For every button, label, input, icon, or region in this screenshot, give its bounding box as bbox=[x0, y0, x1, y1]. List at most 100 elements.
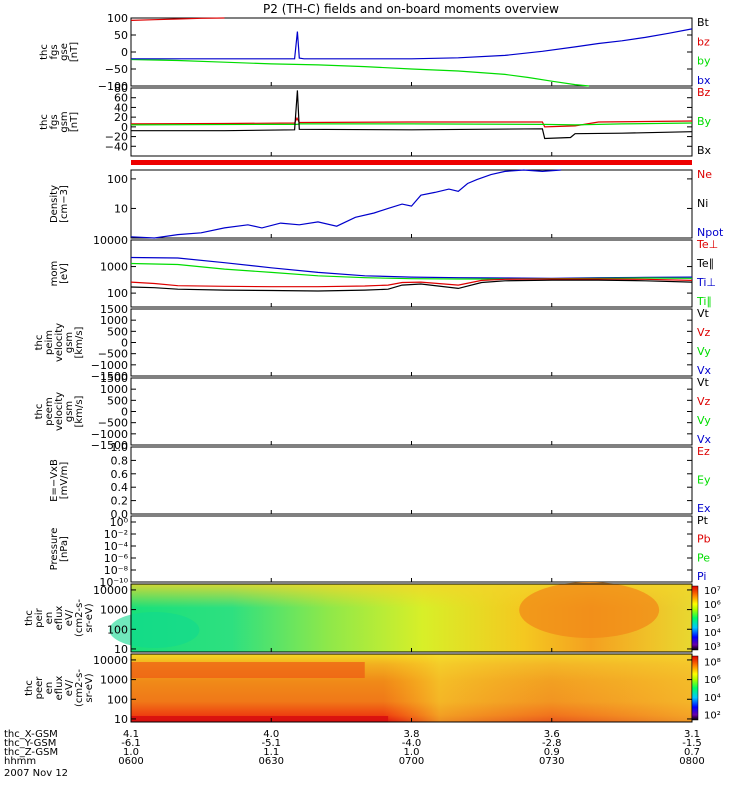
y-tick-label: 10⁻¹⁰ bbox=[99, 576, 128, 589]
bottom-axis-value: 1.0 bbox=[123, 747, 139, 758]
legend-entry: Vt bbox=[697, 376, 710, 389]
y-axis-label: gsm bbox=[59, 111, 70, 132]
colorbar-tick-label: 10⁴ bbox=[704, 693, 721, 704]
y-tick-label: −100 bbox=[98, 80, 128, 93]
panel-frame bbox=[130, 308, 693, 377]
y-tick-label: 10⁻⁴ bbox=[104, 540, 129, 553]
y-axis-label: [nT] bbox=[69, 112, 80, 132]
y-axis-label: [nT] bbox=[69, 42, 80, 62]
colorbar-tick-label: 10⁶ bbox=[704, 675, 721, 686]
panel-peir-eflux: 10000 1000 100 10 thc peir en eflux eV/(cm2-s-sr… bbox=[24, 582, 721, 656]
y-axis-label: [eV] bbox=[59, 263, 70, 284]
y-axis-label: fgs bbox=[49, 44, 60, 59]
bottom-axis-value: -1.5 bbox=[682, 738, 702, 749]
y-tick-label: 10 bbox=[114, 643, 128, 656]
colorbar-tick-label: 10³ bbox=[704, 642, 721, 653]
y-axis-label: gsm bbox=[64, 332, 75, 353]
series-by bbox=[130, 58, 590, 87]
y-axis-label: eflux bbox=[54, 676, 65, 701]
y-axis-label: peim bbox=[44, 330, 55, 355]
legend-entry: Bx bbox=[697, 144, 712, 157]
y-axis-label: E=−VxB bbox=[49, 459, 60, 502]
y-axis-label: Density bbox=[49, 185, 60, 223]
bottom-axis-label: thc_Y-GSM bbox=[4, 738, 56, 749]
y-tick-label: −1500 bbox=[91, 370, 128, 383]
colorbar-tick-label: 10⁵ bbox=[704, 614, 721, 625]
y-tick-label: 60 bbox=[114, 92, 128, 105]
panel-frame bbox=[130, 446, 693, 515]
y-tick-label: 10 bbox=[114, 713, 128, 726]
y-axis-label: thc bbox=[24, 680, 35, 696]
bottom-axis-value: 0630 bbox=[259, 756, 284, 767]
series-Bx bbox=[131, 90, 693, 140]
y-tick-label: 1000 bbox=[100, 383, 128, 396]
legend-entry: Pe bbox=[697, 551, 710, 564]
y-axis-label: sr-eV) bbox=[84, 673, 95, 702]
legend-entry: by bbox=[697, 55, 711, 68]
y-axis-label: gse bbox=[59, 43, 70, 61]
y-axis-label: thc bbox=[34, 404, 45, 420]
legend-entry: Ey bbox=[697, 474, 711, 487]
y-tick-label: 0.2 bbox=[111, 495, 129, 508]
y-tick-label: 0 bbox=[121, 406, 128, 419]
y-tick-label: 1500 bbox=[100, 372, 128, 385]
y-tick-label: 100 bbox=[107, 623, 128, 636]
bottom-axis-label: hhmm bbox=[4, 756, 36, 767]
y-tick-label: 0.0 bbox=[111, 508, 129, 521]
bottom-axis-value: 1.0 bbox=[404, 747, 420, 758]
y-axis-label: [nPa] bbox=[59, 536, 70, 562]
legend-entry: Vx bbox=[697, 433, 712, 446]
colorbar-tick-label: 10⁷ bbox=[704, 586, 721, 597]
legend-entry: Pb bbox=[697, 533, 711, 546]
y-axis-label: sr-eV) bbox=[84, 603, 95, 632]
legend-entry: Vx bbox=[697, 364, 712, 377]
y-tick-label: 0.4 bbox=[111, 481, 129, 494]
y-tick-label: 10000 bbox=[93, 234, 128, 247]
y-tick-label: 10 bbox=[114, 202, 128, 215]
y-axis-label: mom bbox=[49, 261, 60, 287]
legend-entry: Pt bbox=[697, 514, 709, 527]
y-axis-label: fgs bbox=[49, 114, 60, 129]
bottom-axis-value: 3.8 bbox=[404, 729, 420, 740]
bottom-axis-value: 3.1 bbox=[684, 729, 700, 740]
y-tick-label: 20 bbox=[114, 111, 128, 124]
colorbar bbox=[691, 585, 699, 651]
bottom-axis-value: 0.9 bbox=[544, 747, 560, 758]
legend-entry: Te⊥ bbox=[696, 238, 718, 251]
y-tick-label: 10⁻⁶ bbox=[104, 552, 129, 565]
y-tick-label: −40 bbox=[105, 140, 128, 153]
y-tick-label: 1000 bbox=[100, 261, 128, 274]
bottom-axis-label: thc_Z-GSM bbox=[4, 747, 58, 758]
panel-frame bbox=[130, 169, 693, 239]
y-axis-label: en bbox=[44, 612, 55, 625]
y-tick-label: 80 bbox=[114, 82, 128, 95]
legend-entry: Vz bbox=[697, 326, 711, 339]
series-By bbox=[130, 122, 693, 126]
y-tick-label: 10⁰ bbox=[110, 516, 129, 529]
series-Te∥ bbox=[130, 279, 693, 292]
y-tick-label: 10⁻⁸ bbox=[104, 564, 129, 577]
y-tick-label: 0.6 bbox=[111, 468, 129, 481]
panel-peer-eflux: 10000 1000 100 10 thc peer en eflux eV/(cm2-s-sr… bbox=[24, 653, 721, 726]
panel-temperature: 10000 1000 100 mom [eV] Te⊥ Te∥ Ti⊥ Ti∥ bbox=[49, 234, 718, 308]
legend-entry: By bbox=[697, 115, 712, 128]
panel-frame bbox=[130, 239, 693, 308]
legend-entry: Vt bbox=[697, 307, 710, 320]
legend-entry: Ne bbox=[697, 168, 712, 181]
flag-bar bbox=[131, 160, 692, 165]
bottom-axis-value: -2.8 bbox=[542, 738, 562, 749]
y-tick-label: 0 bbox=[121, 337, 128, 350]
legend-entry: Ex bbox=[697, 502, 711, 515]
y-tick-label: −1000 bbox=[91, 359, 128, 372]
bottom-axis-value: 0600 bbox=[118, 756, 143, 767]
series-Npot bbox=[130, 169, 562, 239]
ion-flux-peak bbox=[519, 582, 660, 638]
legend-entry: Te∥ bbox=[696, 257, 714, 270]
y-axis-label: thc bbox=[39, 114, 50, 130]
bottom-axis-value: 0.7 bbox=[684, 747, 700, 758]
y-tick-label: −20 bbox=[105, 131, 128, 144]
y-tick-label: 10000 bbox=[93, 654, 128, 667]
